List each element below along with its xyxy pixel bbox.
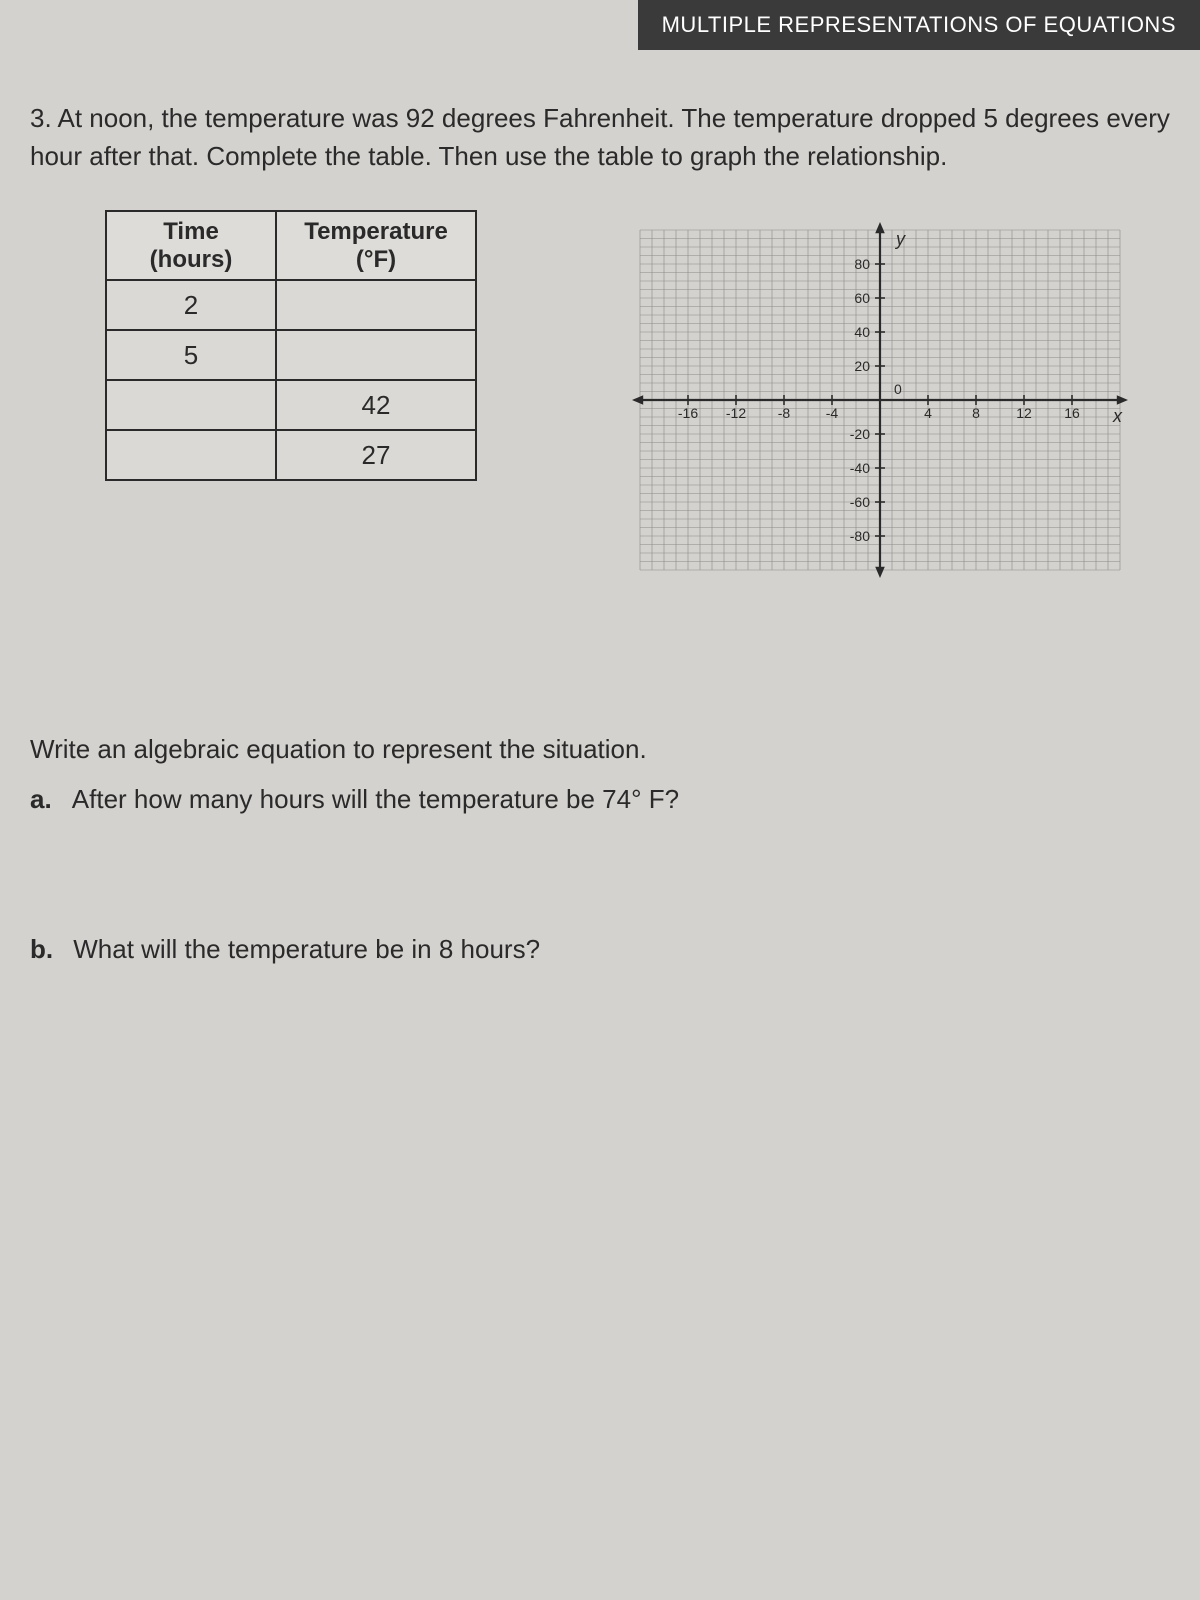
part-a-text: After how many hours will the temperatur…: [72, 784, 679, 814]
svg-text:-12: -12: [726, 405, 746, 421]
col-header-temp-l2: (°F): [291, 246, 461, 274]
col-header-time-l1: Time: [121, 218, 261, 246]
svg-text:-8: -8: [778, 405, 791, 421]
table-row: 2: [106, 280, 476, 330]
svg-text:-16: -16: [678, 405, 698, 421]
part-b: b. What will the temperature be in 8 hou…: [30, 930, 1170, 969]
coordinate-grid: y x 0 -16 -12 -8 -4 4 8 12 16 20 40 60 80 -20 -40 -60 -80: [620, 210, 1140, 590]
cell-temp: [276, 280, 476, 330]
svg-text:-60: -60: [850, 494, 870, 510]
svg-text:60: 60: [854, 290, 870, 306]
svg-text:8: 8: [972, 405, 980, 421]
cell-temp: 42: [276, 380, 476, 430]
part-a-label: a.: [30, 780, 66, 819]
question-3: 3. At noon, the temperature was 92 degre…: [30, 100, 1170, 175]
part-a: a. After how many hours will the tempera…: [30, 780, 1170, 819]
svg-text:x: x: [1112, 406, 1123, 426]
cell-temp: [276, 330, 476, 380]
table-row: 5: [106, 330, 476, 380]
part-b-text: What will the temperature be in 8 hours?: [73, 934, 540, 964]
table-header-row: Time (hours) Temperature (°F): [106, 211, 476, 280]
svg-text:40: 40: [854, 324, 870, 340]
svg-text:20: 20: [854, 358, 870, 374]
grid-svg: y x 0 -16 -12 -8 -4 4 8 12 16 20 40 60 80 -20 -40 -60 -80: [620, 210, 1140, 590]
svg-text:80: 80: [854, 256, 870, 272]
equation-prompt: Write an algebraic equation to represent…: [30, 730, 1170, 769]
svg-text:12: 12: [1016, 405, 1032, 421]
col-header-time: Time (hours): [106, 211, 276, 280]
svg-text:-80: -80: [850, 528, 870, 544]
question-text: At noon, the temperature was 92 degrees …: [30, 103, 1170, 171]
svg-text:-40: -40: [850, 460, 870, 476]
part-b-label: b.: [30, 930, 66, 969]
svg-text:16: 16: [1064, 405, 1080, 421]
page-header: MULTIPLE REPRESENTATIONS OF EQUATIONS: [638, 0, 1200, 50]
cell-time: [106, 380, 276, 430]
question-number: 3.: [30, 103, 52, 133]
worksheet-page: MULTIPLE REPRESENTATIONS OF EQUATIONS 3.…: [0, 0, 1200, 1600]
svg-text:4: 4: [924, 405, 932, 421]
svg-text:0: 0: [894, 381, 902, 397]
header-title: MULTIPLE REPRESENTATIONS OF EQUATIONS: [662, 12, 1176, 37]
cell-time: [106, 430, 276, 480]
col-header-time-l2: (hours): [121, 246, 261, 274]
col-header-temp-l1: Temperature: [291, 218, 461, 246]
cell-time: 2: [106, 280, 276, 330]
table-row: 42: [106, 380, 476, 430]
col-header-temp: Temperature (°F): [276, 211, 476, 280]
data-table-container: Time (hours) Temperature (°F) 2 5: [105, 210, 477, 481]
svg-text:-4: -4: [826, 405, 839, 421]
time-temperature-table: Time (hours) Temperature (°F) 2 5: [105, 210, 477, 481]
cell-temp: 27: [276, 430, 476, 480]
table-row: 27: [106, 430, 476, 480]
svg-text:-20: -20: [850, 426, 870, 442]
cell-time: 5: [106, 330, 276, 380]
svg-text:y: y: [894, 229, 906, 249]
